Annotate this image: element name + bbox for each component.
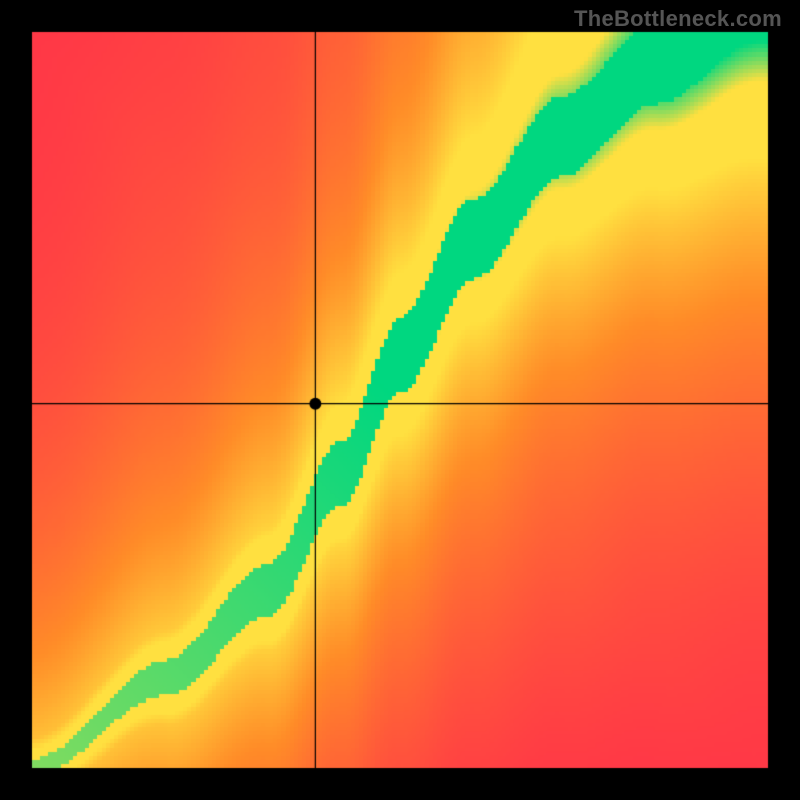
watermark-text: TheBottleneck.com — [574, 6, 782, 32]
heatmap-canvas — [0, 0, 800, 800]
